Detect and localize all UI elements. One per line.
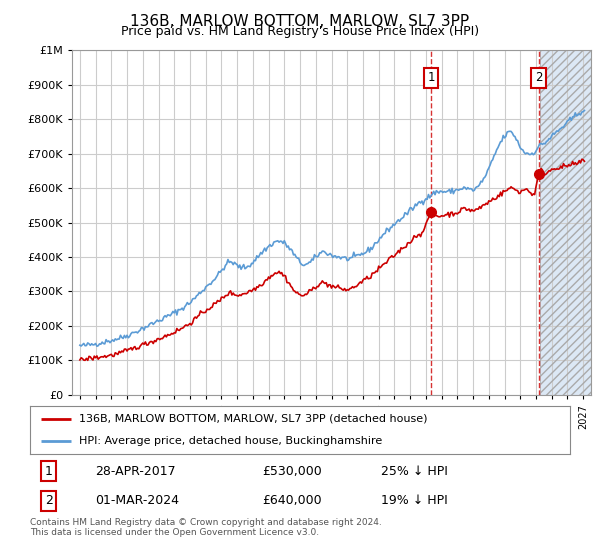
Text: 2: 2 [535, 72, 542, 85]
Text: 25% ↓ HPI: 25% ↓ HPI [381, 465, 448, 478]
Text: 136B, MARLOW BOTTOM, MARLOW, SL7 3PP: 136B, MARLOW BOTTOM, MARLOW, SL7 3PP [130, 14, 470, 29]
Text: 19% ↓ HPI: 19% ↓ HPI [381, 494, 448, 507]
Text: 1: 1 [427, 72, 435, 85]
Text: 1: 1 [45, 465, 53, 478]
Text: 136B, MARLOW BOTTOM, MARLOW, SL7 3PP (detached house): 136B, MARLOW BOTTOM, MARLOW, SL7 3PP (de… [79, 414, 427, 424]
Text: 01-MAR-2024: 01-MAR-2024 [95, 494, 179, 507]
Text: £530,000: £530,000 [262, 465, 322, 478]
Text: Price paid vs. HM Land Registry's House Price Index (HPI): Price paid vs. HM Land Registry's House … [121, 25, 479, 38]
Text: Contains HM Land Registry data © Crown copyright and database right 2024.
This d: Contains HM Land Registry data © Crown c… [30, 518, 382, 538]
Text: £640,000: £640,000 [262, 494, 322, 507]
Text: 28-APR-2017: 28-APR-2017 [95, 465, 175, 478]
Bar [540, 50, 591, 395]
Text: HPI: Average price, detached house, Buckinghamshire: HPI: Average price, detached house, Buck… [79, 436, 382, 446]
Bar [540, 50, 591, 395]
Text: 2: 2 [45, 494, 53, 507]
